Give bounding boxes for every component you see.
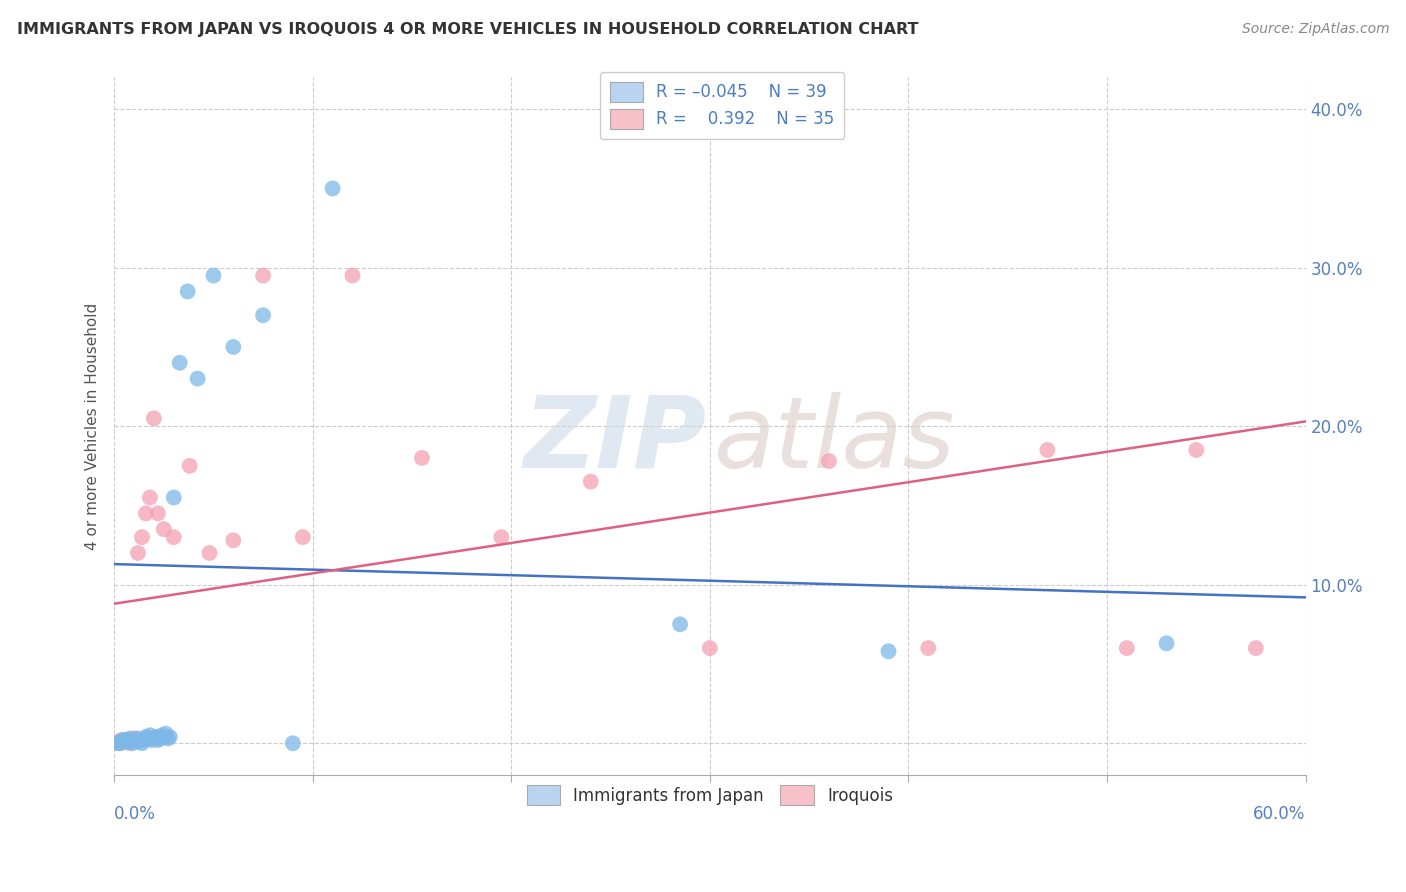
Point — [222, 533, 245, 548]
Point — [122, 734, 145, 748]
Point — [107, 736, 129, 750]
Point — [127, 731, 149, 746]
Point — [322, 181, 344, 195]
Point — [1156, 636, 1178, 650]
Point — [281, 736, 304, 750]
Point — [142, 411, 165, 425]
Point — [917, 641, 939, 656]
Point — [115, 733, 138, 747]
Point — [127, 546, 149, 560]
Point — [112, 734, 135, 748]
Point — [121, 733, 143, 747]
Point — [136, 731, 159, 746]
Point — [146, 507, 169, 521]
Point — [120, 731, 142, 746]
Point — [135, 507, 157, 521]
Point — [163, 491, 186, 505]
Point — [291, 530, 314, 544]
Text: 60.0%: 60.0% — [1253, 805, 1306, 823]
Point — [187, 371, 209, 385]
Point — [146, 733, 169, 747]
Point — [699, 641, 721, 656]
Point — [1036, 442, 1059, 457]
Point — [155, 727, 177, 741]
Point — [198, 546, 221, 560]
Point — [111, 733, 134, 747]
Text: atlas: atlas — [713, 392, 955, 489]
Point — [342, 268, 364, 283]
Point — [202, 268, 225, 283]
Point — [117, 734, 139, 748]
Point — [149, 731, 172, 746]
Point — [491, 530, 513, 544]
Point — [122, 731, 145, 746]
Point — [1185, 442, 1208, 457]
Point — [150, 728, 173, 742]
Point — [669, 617, 692, 632]
Text: IMMIGRANTS FROM JAPAN VS IROQUOIS 4 OR MORE VEHICLES IN HOUSEHOLD CORRELATION CH: IMMIGRANTS FROM JAPAN VS IROQUOIS 4 OR M… — [17, 22, 918, 37]
Point — [222, 340, 245, 354]
Point — [125, 733, 148, 747]
Point — [169, 356, 191, 370]
Point — [108, 736, 131, 750]
Text: ZIP: ZIP — [523, 392, 706, 489]
Point — [252, 268, 274, 283]
Point — [156, 731, 179, 746]
Point — [131, 736, 153, 750]
Point — [112, 734, 135, 748]
Point — [125, 733, 148, 747]
Point — [117, 734, 139, 748]
Text: 0.0%: 0.0% — [114, 805, 156, 823]
Point — [1244, 641, 1267, 656]
Point — [107, 734, 129, 748]
Point — [252, 308, 274, 322]
Y-axis label: 4 or more Vehicles in Household: 4 or more Vehicles in Household — [86, 302, 100, 549]
Point — [163, 530, 186, 544]
Point — [818, 454, 841, 468]
Point — [159, 730, 181, 744]
Point — [111, 733, 134, 747]
Legend: Immigrants from Japan, Iroquois: Immigrants from Japan, Iroquois — [520, 778, 900, 812]
Point — [176, 285, 198, 299]
Point — [135, 730, 157, 744]
Point — [411, 450, 433, 465]
Point — [179, 458, 201, 473]
Point — [115, 733, 138, 747]
Point — [129, 734, 152, 748]
Point — [139, 491, 162, 505]
Point — [1115, 641, 1137, 656]
Point — [105, 736, 128, 750]
Point — [139, 728, 162, 742]
Point — [131, 530, 153, 544]
Point — [142, 731, 165, 746]
Point — [121, 736, 143, 750]
Point — [132, 733, 155, 747]
Point — [145, 730, 167, 744]
Text: Source: ZipAtlas.com: Source: ZipAtlas.com — [1241, 22, 1389, 37]
Point — [877, 644, 900, 658]
Point — [141, 733, 163, 747]
Point — [153, 730, 176, 744]
Point — [579, 475, 602, 489]
Point — [120, 736, 142, 750]
Point — [108, 736, 131, 750]
Point — [153, 522, 176, 536]
